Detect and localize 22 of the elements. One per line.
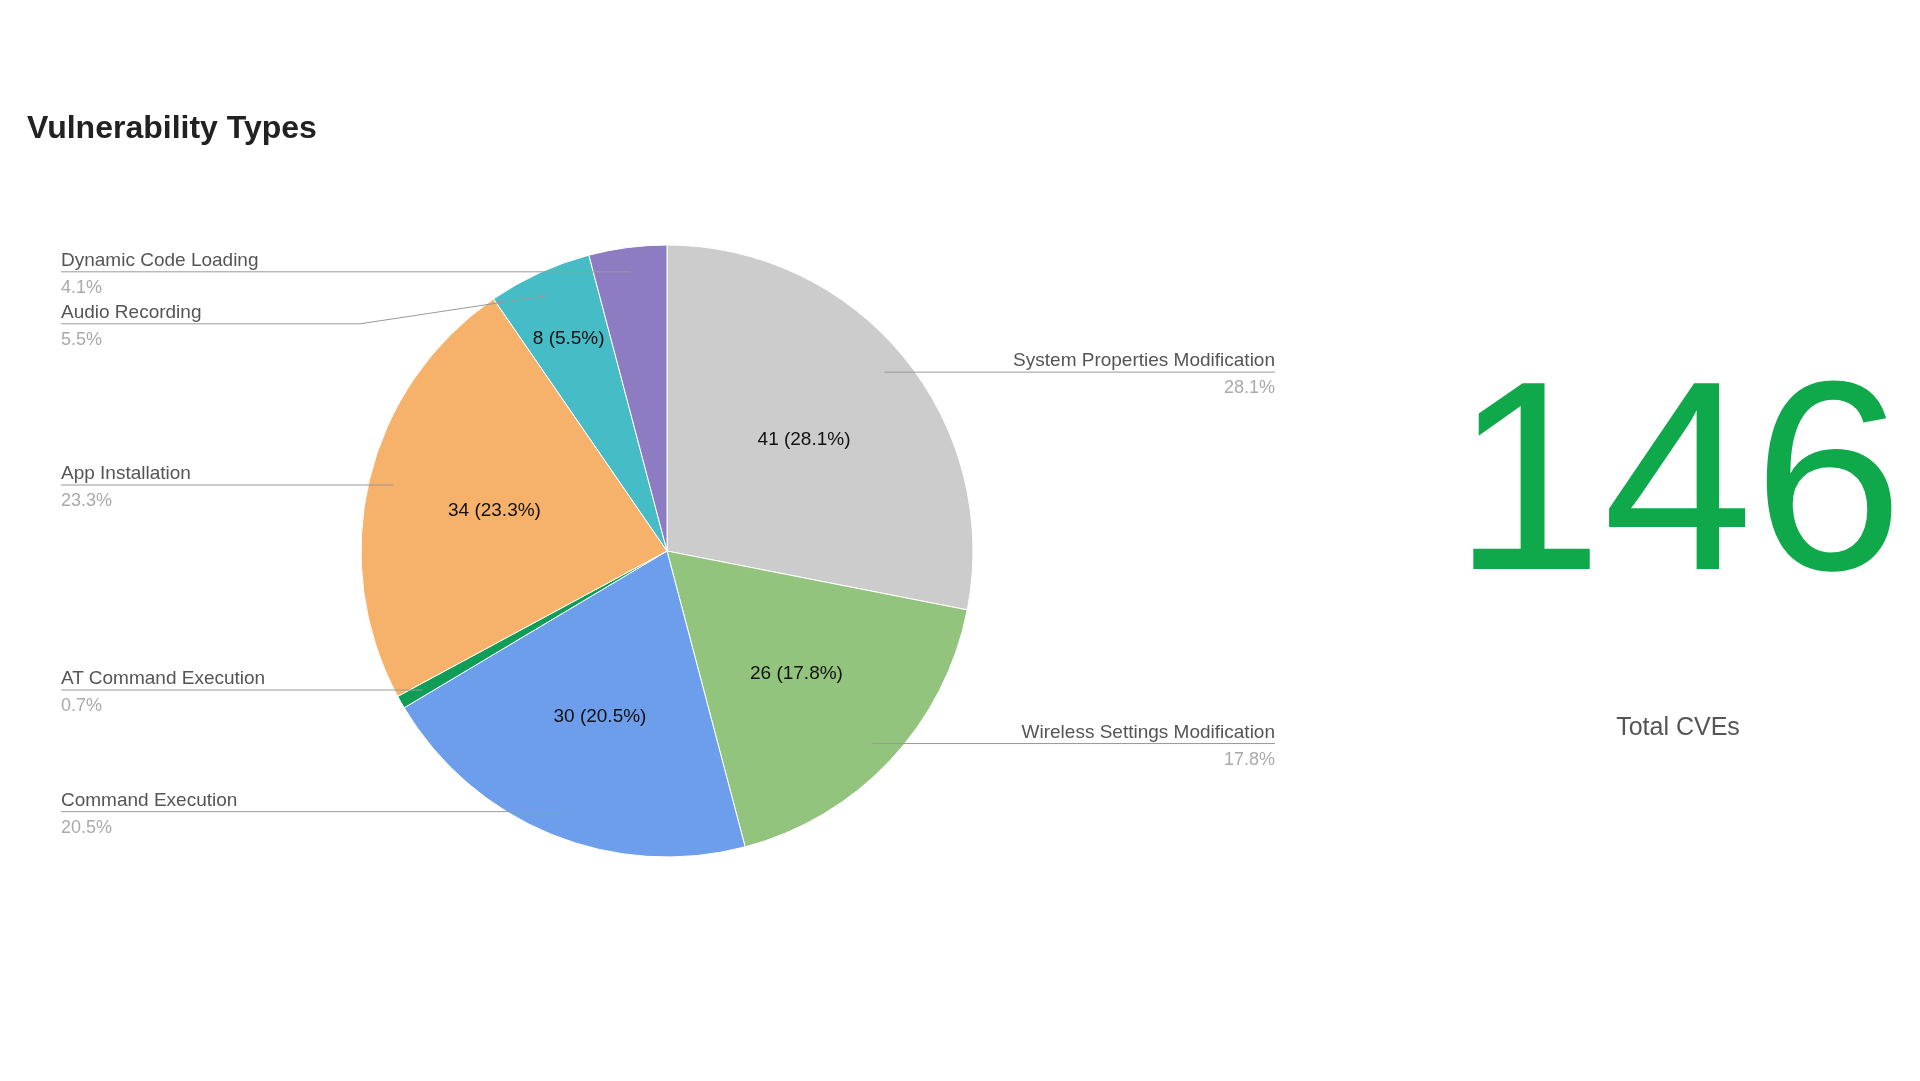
text: 5.5% (61, 328, 103, 349)
slice-label: AT Command Execution (61, 667, 266, 689)
data-label: 26 (17.8%) (750, 662, 843, 684)
slice-label: Command Execution (61, 788, 238, 810)
data-label: 30 (20.5%) (553, 705, 647, 727)
text: 23.3% (61, 489, 113, 510)
data-label: 8 (5.5%) (532, 326, 605, 348)
slice-label: App Installation (61, 461, 191, 483)
data-label: 41 (28.1%) (757, 428, 851, 450)
slice-label: Wireless Settings Modification (1021, 720, 1275, 742)
slice-label: System Properties Modification (1013, 349, 1275, 371)
chart-title: Vulnerability Types (27, 109, 317, 145)
text: 20.5% (61, 816, 113, 837)
text: Total CVEs (1616, 712, 1740, 740)
slice-label: Dynamic Code Loading (61, 248, 259, 270)
text: 17.8% (1223, 748, 1275, 769)
slice-label: Audio Recording (61, 300, 202, 322)
data-label: 146 (1452, 325, 1904, 626)
text: 28.1% (1223, 377, 1275, 398)
text: 4.1% (61, 276, 103, 297)
data-label: 34 (23.3%) (447, 499, 541, 521)
text: 0.7% (61, 695, 103, 716)
